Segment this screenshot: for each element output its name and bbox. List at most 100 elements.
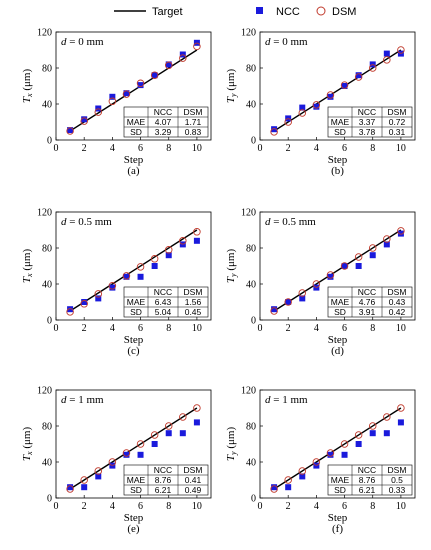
ncc-point: [81, 299, 88, 305]
panel-5: 0 2 4 6 8 10 0 40 80 120 Step Ty (μm) d = 1 mm (f) NCC…: [225, 386, 416, 535]
stats-table: NCC DSM MAE 8.76 0.41 SD 6.21 0.49: [123, 464, 209, 496]
panel-4: 0 2 4 6 8 10 0 40 80 120 Step Tx (μm) d = 1 mm (e) NCC…: [21, 386, 212, 535]
dsm-point: [136, 440, 145, 448]
dsm-point: [270, 307, 278, 315]
ncc-point: [397, 230, 404, 237]
dsm-point: [340, 440, 349, 448]
dsm-point: [193, 42, 201, 51]
ncc-point: [327, 93, 334, 100]
stats-table-header: DSM: [184, 465, 203, 475]
stats-table-cell: 8.76: [359, 475, 376, 485]
ncc-point: [123, 273, 130, 280]
dsm-point: [108, 282, 117, 290]
dsm-point: [164, 61, 173, 70]
stats-table-cell: 0.5: [391, 475, 403, 485]
ncc-point: [165, 430, 172, 437]
x-tick-label: 8: [166, 143, 171, 154]
dsm-point: [284, 298, 292, 306]
stats-table-cell: SD: [334, 307, 346, 317]
x-tick-label: 4: [110, 323, 115, 334]
x-tick-label: 0: [54, 143, 59, 154]
x-tick-label: 2: [286, 143, 291, 154]
y-tick-label: 120: [37, 28, 52, 39]
dsm-point: [340, 262, 349, 270]
ncc-point: [271, 484, 278, 491]
dsm-point: [312, 280, 321, 288]
dsm-point: [94, 467, 103, 475]
ncc-point: [383, 50, 390, 57]
stats-table-header: DSM: [184, 107, 203, 117]
dsm-point: [270, 128, 278, 136]
stats-table-header: DSM: [388, 107, 407, 117]
ncc-point: [299, 473, 306, 480]
dsm-point: [326, 271, 335, 279]
stats-table-cell: 8.76: [155, 475, 172, 485]
dsm-point: [108, 458, 117, 466]
y-axis-label: Ty (μm): [225, 249, 238, 284]
ncc-point: [179, 430, 186, 437]
dsm-point: [312, 458, 321, 466]
stats-table-header: NCC: [154, 465, 172, 475]
legend-dsm-label: DSM: [332, 6, 356, 18]
panel-d-label: d = 0.5 mm: [61, 216, 112, 228]
stats-table-frame: [123, 286, 209, 318]
y-tick-label: 80: [246, 422, 256, 433]
y-tick-label: 40: [42, 458, 52, 469]
dsm-point: [298, 467, 307, 475]
target-line: [69, 229, 198, 312]
stats-table-cell: 3.29: [155, 127, 172, 137]
stats-table-cell: MAE: [331, 475, 350, 485]
target-line: [273, 49, 402, 132]
x-axis-label: Step: [328, 334, 348, 346]
y-tick-label: 40: [246, 458, 256, 469]
stats-table-cell: 0.42: [389, 307, 406, 317]
ncc-point: [123, 451, 130, 458]
ncc-point: [95, 295, 102, 302]
panel-d-label: d = 0 mm: [265, 36, 308, 48]
ncc-point: [341, 451, 348, 458]
y-tick-label: 80: [42, 244, 52, 255]
y-tick-label: 80: [246, 64, 256, 75]
x-tick-label: 2: [286, 323, 291, 334]
stats-table-header: NCC: [358, 465, 376, 475]
stats-table-cell: SD: [130, 127, 142, 137]
stats-table-header: NCC: [358, 107, 376, 117]
y-axis-label: Ty (μm): [225, 69, 238, 104]
dsm-point: [397, 227, 405, 235]
ncc-point: [165, 252, 172, 259]
ncc-point: [151, 441, 158, 447]
dsm-point: [397, 404, 405, 412]
ncc-point: [151, 263, 158, 269]
x-tick-label: 4: [110, 143, 115, 154]
x-tick-label: 0: [54, 501, 59, 512]
panel-d-label: d = 1 mm: [265, 394, 308, 406]
plot-frame: [55, 211, 212, 321]
stats-table-cell: 3.78: [359, 127, 376, 137]
dsm-point: [80, 117, 88, 125]
y-tick-label: 80: [42, 64, 52, 75]
dsm-point: [136, 263, 145, 271]
dsm-point: [94, 108, 103, 116]
ncc-point: [355, 72, 362, 79]
stats-table: NCC DSM MAE 6.43 1.56 SD 5.04 0.45: [123, 286, 209, 318]
panel-1: 0 2 4 6 8 10 0 40 80 120 Step Ty (μm) d = 0 mm (b) NCC…: [225, 28, 416, 177]
dsm-point: [383, 56, 391, 64]
dsm-point: [312, 101, 321, 109]
x-tick-label: 8: [166, 501, 171, 512]
panel-3: 0 2 4 6 8 10 0 40 80 120 Step Ty (μm) d = 0.5 mm (d) N…: [225, 208, 416, 357]
plot-frame: [259, 31, 416, 141]
dsm-point: [368, 422, 377, 430]
stats-table-header: NCC: [358, 287, 376, 297]
y-tick-label: 0: [251, 494, 256, 505]
x-tick-label: 6: [138, 323, 143, 334]
panel-caption: (d): [331, 345, 344, 357]
dsm-point: [80, 300, 88, 308]
stats-table-cell: 3.91: [359, 307, 376, 317]
y-axis-label: Ty (μm): [225, 427, 238, 462]
x-tick-label: 8: [370, 501, 375, 512]
ncc-point: [137, 451, 144, 458]
dsm-point: [164, 246, 173, 254]
y-tick-label: 40: [42, 100, 52, 111]
stats-table-frame: [327, 464, 413, 496]
stats-table-cell: 4.76: [359, 297, 376, 307]
